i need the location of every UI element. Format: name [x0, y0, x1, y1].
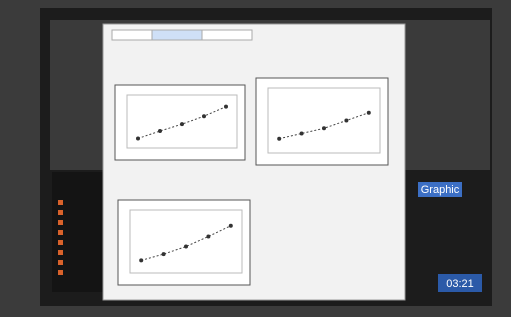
mini-chart — [115, 85, 245, 160]
data-point — [224, 105, 228, 109]
tab[interactable] — [152, 30, 202, 40]
data-point — [344, 119, 348, 123]
clock-text: 03:21 — [446, 278, 474, 290]
data-point — [300, 132, 304, 136]
data-point — [229, 224, 233, 228]
data-point — [367, 111, 371, 115]
data-point — [206, 234, 210, 238]
data-point — [180, 122, 184, 126]
button-label: Graphic — [421, 184, 460, 196]
data-point — [139, 258, 143, 262]
data-point — [162, 252, 166, 256]
tab[interactable] — [112, 30, 152, 40]
data-point — [136, 136, 140, 140]
screen-photo: Graphic 03:21 — [0, 0, 511, 317]
mini-chart — [256, 78, 388, 165]
data-point — [158, 129, 162, 133]
mini-chart — [118, 200, 250, 285]
data-point — [202, 114, 206, 118]
data-point — [277, 137, 281, 141]
data-point — [322, 126, 326, 130]
tab[interactable] — [202, 30, 252, 40]
data-point — [184, 245, 188, 249]
